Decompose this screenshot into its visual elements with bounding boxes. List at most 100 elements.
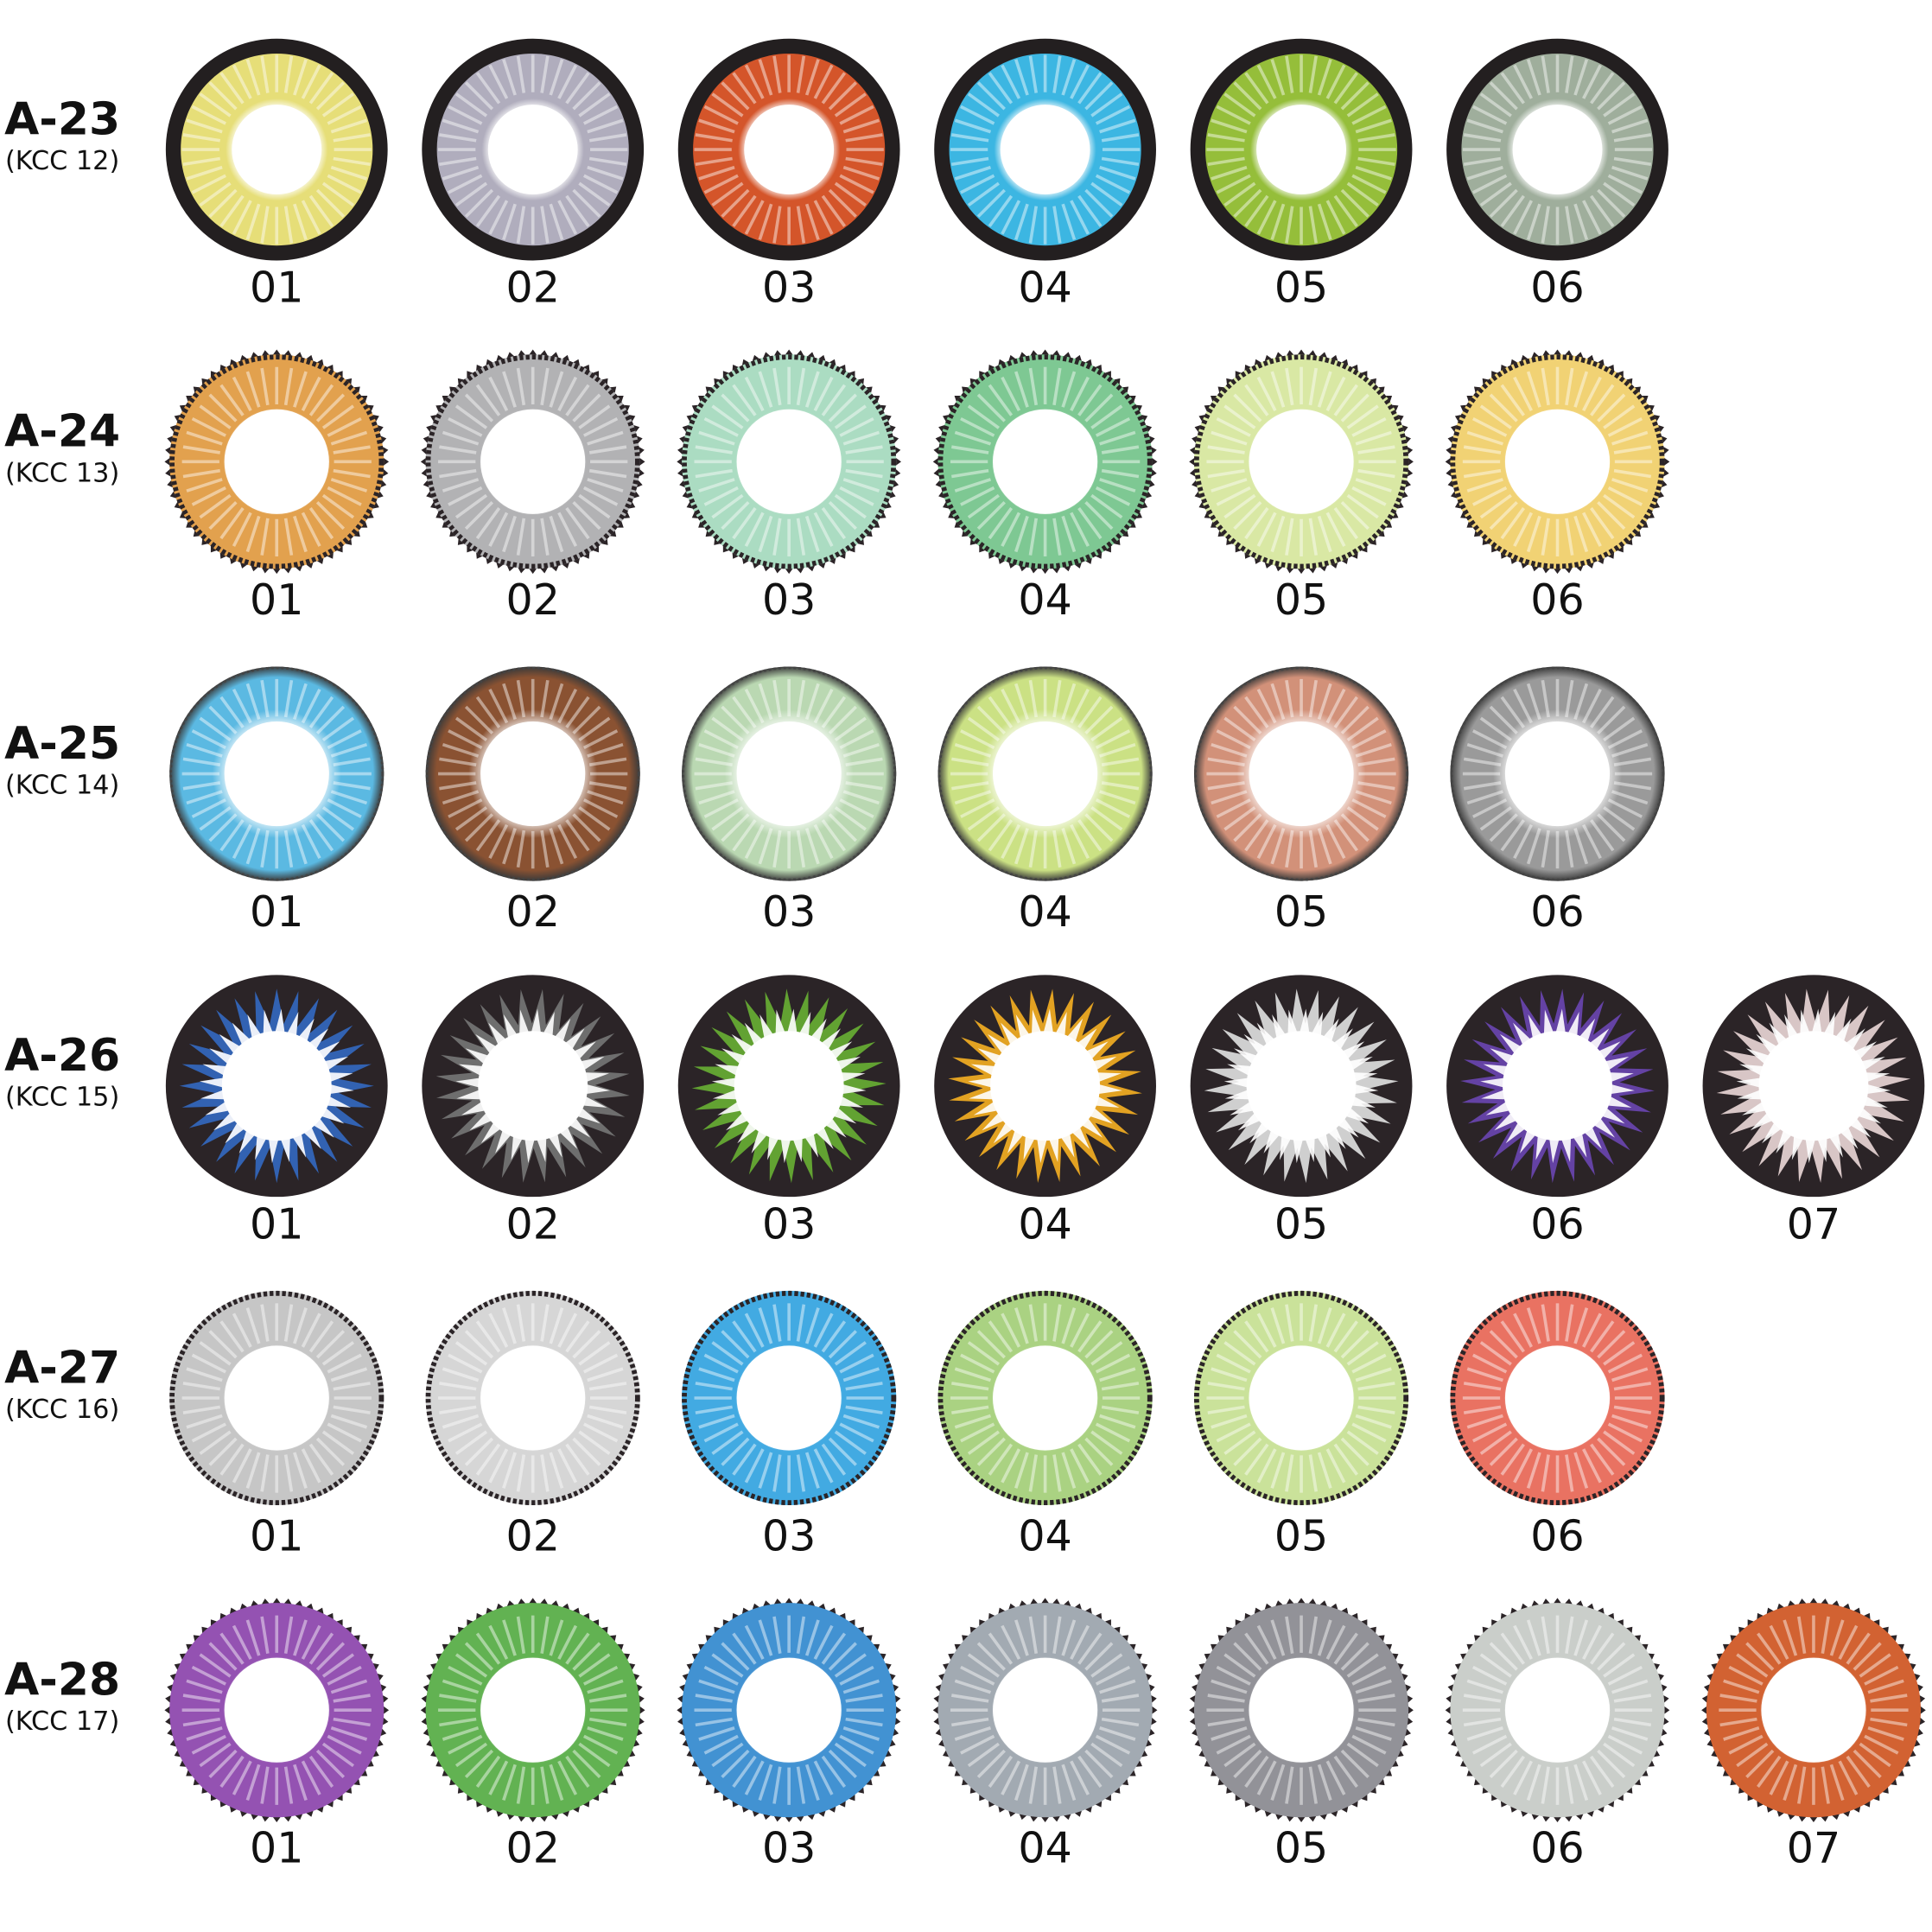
lens-ray: [1014, 1452, 1029, 1489]
lens-ray: [587, 1679, 624, 1694]
lens-ray: [845, 1694, 883, 1703]
lens-ray: [578, 404, 611, 429]
lens-ray: [572, 500, 601, 531]
lens-ray: [1541, 1454, 1550, 1492]
lens-ray: [1867, 1726, 1904, 1741]
row-sublabel: (KCC 12): [5, 146, 119, 176]
lens-ray: [1084, 81, 1114, 111]
lens-ray: [1090, 1742, 1123, 1768]
lens-ray: [703, 486, 739, 506]
lens-ray: [1479, 92, 1512, 118]
lens-ray: [308, 72, 334, 105]
lens-ray: [711, 1742, 744, 1768]
lens-ray: [813, 1624, 834, 1660]
lens-ray: [1052, 1454, 1062, 1492]
lens-ray: [813, 689, 834, 724]
lens-ray: [540, 55, 550, 93]
lens-ray: [1052, 206, 1062, 244]
lens-ray: [1070, 1624, 1090, 1660]
lens-ray: [732, 819, 757, 852]
lens-pupil: [480, 721, 586, 827]
lens-ray: [464, 81, 494, 111]
lens-ray: [327, 174, 362, 194]
lens-ray: [842, 790, 880, 805]
lens-ray: [845, 133, 883, 143]
lens-ray: [475, 1755, 501, 1788]
item-number: 04: [1018, 263, 1071, 313]
lens-ray: [260, 1766, 270, 1804]
lens-ray: [182, 781, 220, 791]
lens-ray: [1611, 1414, 1649, 1429]
lens-ray: [1590, 1443, 1615, 1476]
lens-ray: [199, 493, 232, 519]
lens-ray: [448, 105, 483, 125]
lens-ray: [1500, 384, 1525, 416]
lens-ray: [1479, 181, 1512, 207]
lens-ray: [454, 493, 488, 519]
lens-ray: [842, 430, 880, 446]
lens-ray: [1526, 1307, 1541, 1344]
lens-ray: [488, 823, 509, 860]
lens-ray: [502, 1764, 517, 1802]
lens-ray: [464, 1330, 494, 1359]
lens-ray: [208, 81, 238, 111]
lens-ray: [245, 203, 261, 240]
lens-ray: [1223, 1430, 1256, 1455]
lens-ray: [1471, 729, 1508, 750]
lens-ray: [1095, 174, 1131, 194]
lens-ray: [1270, 1452, 1286, 1489]
lens-ray: [976, 500, 1006, 531]
lens-ray: [283, 518, 294, 556]
item-number: 01: [250, 1823, 303, 1873]
lens-ray: [308, 819, 334, 852]
lens-ray: [557, 689, 578, 724]
lens-ray: [1001, 200, 1021, 235]
lens-ray: [695, 156, 733, 167]
lens-ray: [1346, 1341, 1379, 1366]
lens-ray: [1513, 823, 1533, 860]
lens-ray: [587, 1367, 624, 1382]
lens-ray: [588, 1694, 627, 1703]
lens-ray: [454, 1742, 488, 1768]
lens-ray: [1070, 200, 1090, 235]
lens-ray: [1077, 1443, 1103, 1476]
lens-ray: [721, 81, 750, 111]
lens-ray: [1095, 1353, 1131, 1374]
lens-ray: [219, 72, 245, 105]
lens-ray: [732, 506, 757, 540]
lens-pupil: [1249, 409, 1354, 514]
lens-ray: [967, 181, 1000, 207]
lens-ray: [1357, 468, 1395, 479]
lens-ray: [475, 194, 501, 227]
lens-ray: [1346, 806, 1379, 831]
lens: [1445, 1598, 1670, 1823]
lens-ray: [1526, 683, 1541, 721]
lens-ray: [711, 716, 744, 742]
lens-ray: [557, 200, 578, 235]
lens-ray: [1340, 188, 1370, 218]
lens-ray: [960, 486, 995, 506]
lens-ray: [1340, 813, 1370, 842]
lens-ray: [442, 742, 480, 758]
lens-ray: [1541, 1766, 1550, 1804]
lens-ray: [1719, 1694, 1757, 1703]
lens-ray: [1573, 683, 1589, 721]
lens-ray: [839, 105, 874, 125]
lens-ray: [557, 64, 578, 99]
lens-ray: [327, 1422, 362, 1443]
lens-ray: [308, 1320, 334, 1353]
lens-ray: [448, 1665, 483, 1686]
lens-ray: [439, 1694, 477, 1703]
lens-pupil: [1000, 105, 1090, 195]
lens: [934, 38, 1156, 261]
lens-ray: [1244, 1320, 1269, 1353]
lens-ray: [1099, 1679, 1136, 1694]
lens-ray: [1500, 1632, 1525, 1665]
lens-ray: [1256, 823, 1277, 860]
lens-ray: [1070, 1448, 1090, 1484]
lens-ray: [1333, 194, 1358, 227]
lens-ray: [578, 92, 611, 118]
lens-ray: [1308, 829, 1318, 868]
lens-ray: [232, 1624, 252, 1660]
lens-ray: [333, 757, 371, 766]
